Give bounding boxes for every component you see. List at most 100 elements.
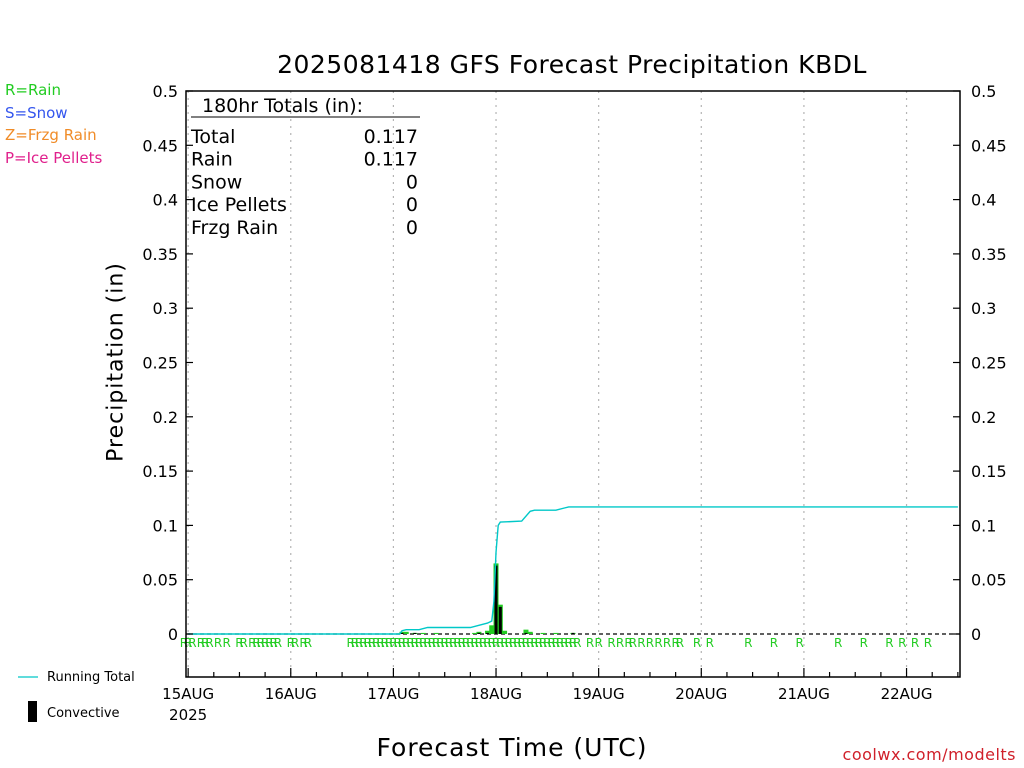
totals-value: 0 xyxy=(406,194,418,216)
y-tick-label-right: 0.1 xyxy=(971,516,996,535)
x-year-label: 2025 xyxy=(169,706,207,724)
type-marker: R xyxy=(214,636,222,650)
type-marker: R xyxy=(518,636,526,650)
type-marker: R xyxy=(394,636,402,650)
totals-label: Frzg Rain xyxy=(191,217,278,239)
type-marker: R xyxy=(402,636,410,650)
y-tick-label-right: 0.35 xyxy=(971,245,1007,264)
precip-bar xyxy=(527,631,533,634)
x-tick-label: 15AUG xyxy=(162,685,214,703)
type-marker: R xyxy=(351,636,359,650)
precip-bar xyxy=(489,625,495,634)
y-tick-label-left: 0.35 xyxy=(142,245,178,264)
type-marker: R xyxy=(693,636,701,650)
type-marker: R xyxy=(539,636,547,650)
convective-bar xyxy=(494,565,498,634)
type-marker: R xyxy=(423,636,431,650)
y-tick-label-left: 0.05 xyxy=(142,571,178,590)
y-tick-label-right: 0.45 xyxy=(971,136,1007,155)
totals-value: 0 xyxy=(406,217,418,239)
type-marker: R xyxy=(201,636,209,650)
x-tick-label: 18AUG xyxy=(470,685,522,703)
type-marker: R xyxy=(355,636,363,650)
type-marker: R xyxy=(744,636,752,650)
type-marker: R xyxy=(406,636,414,650)
running-total-swatch xyxy=(18,676,38,678)
legend-rain: R=Rain xyxy=(5,81,61,99)
type-marker: R xyxy=(252,636,260,650)
precip-bar xyxy=(523,629,529,634)
y-tick-label-left: 0.2 xyxy=(153,408,178,427)
totals-label: Total xyxy=(190,126,235,148)
y-tick-label-left: 0 xyxy=(168,625,178,644)
type-marker: R xyxy=(372,636,380,650)
type-marker: R xyxy=(488,636,496,650)
precip-bar xyxy=(403,631,409,634)
type-marker: R xyxy=(569,636,577,650)
type-marker: R xyxy=(522,636,530,650)
type-marker: R xyxy=(560,636,568,650)
totals-value: 0 xyxy=(406,171,418,193)
totals-value: 0.117 xyxy=(364,149,418,171)
type-marker: R xyxy=(505,636,513,650)
type-marker: R xyxy=(261,636,269,650)
precip-bar xyxy=(420,632,426,634)
x-tick-label: 20AUG xyxy=(675,685,727,703)
type-marker: R xyxy=(184,636,192,650)
convective-bar xyxy=(524,632,528,634)
y-tick-label-left: 0.25 xyxy=(142,354,178,373)
type-marker: R xyxy=(594,636,602,650)
type-marker: R xyxy=(470,636,478,650)
type-marker: R xyxy=(398,636,406,650)
type-marker: R xyxy=(235,636,243,650)
y-tick-label-left: 0.15 xyxy=(142,462,178,481)
type-marker: R xyxy=(359,636,367,650)
type-marker: R xyxy=(556,636,564,650)
convective-swatch xyxy=(28,701,37,722)
type-marker: R xyxy=(607,636,615,650)
type-marker: R xyxy=(287,636,295,650)
type-marker: R xyxy=(479,636,487,650)
type-marker: R xyxy=(205,636,213,650)
type-marker: R xyxy=(385,636,393,650)
running-total-line xyxy=(188,506,958,635)
chart-title: 2025081418 GFS Forecast Precipitation KB… xyxy=(277,50,867,79)
type-marker: R xyxy=(492,636,500,650)
type-marker: R xyxy=(629,636,637,650)
legend-snow: S=Snow xyxy=(5,104,68,122)
plot-frame xyxy=(185,90,961,678)
type-marker: R xyxy=(248,636,256,650)
convective-bar xyxy=(413,632,417,634)
type-marker: R xyxy=(462,636,470,650)
type-marker: R xyxy=(509,636,517,650)
convective-bar xyxy=(498,606,502,634)
x-tick-label: 21AUG xyxy=(778,685,830,703)
type-marker: R xyxy=(475,636,483,650)
y-tick-label-left: 0.4 xyxy=(153,191,178,210)
type-marker: R xyxy=(449,636,457,650)
type-marker: R xyxy=(389,636,397,650)
x-tick-label: 16AUG xyxy=(265,685,317,703)
type-marker: R xyxy=(364,636,372,650)
convective-bar xyxy=(477,632,481,634)
type-marker: R xyxy=(240,636,248,650)
type-marker: R xyxy=(637,636,645,650)
type-marker: R xyxy=(860,636,868,650)
type-marker: R xyxy=(265,636,273,650)
type-marker: R xyxy=(483,636,491,650)
y-tick-label-right: 0.2 xyxy=(971,408,996,427)
type-marker: R xyxy=(526,636,534,650)
legend-freezing-rain: Z=Frzg Rain xyxy=(5,126,97,144)
type-marker: R xyxy=(898,636,906,650)
type-marker: R xyxy=(376,636,384,650)
type-marker: R xyxy=(624,636,632,650)
type-marker: R xyxy=(616,636,624,650)
type-marker: R xyxy=(188,636,196,650)
type-marker: R xyxy=(432,636,440,650)
x-tick-label: 22AUG xyxy=(881,685,933,703)
y-tick-label-right: 0.05 xyxy=(971,571,1007,590)
type-marker: R xyxy=(500,636,508,650)
convective-bar xyxy=(571,632,575,634)
type-marker: R xyxy=(257,636,265,650)
